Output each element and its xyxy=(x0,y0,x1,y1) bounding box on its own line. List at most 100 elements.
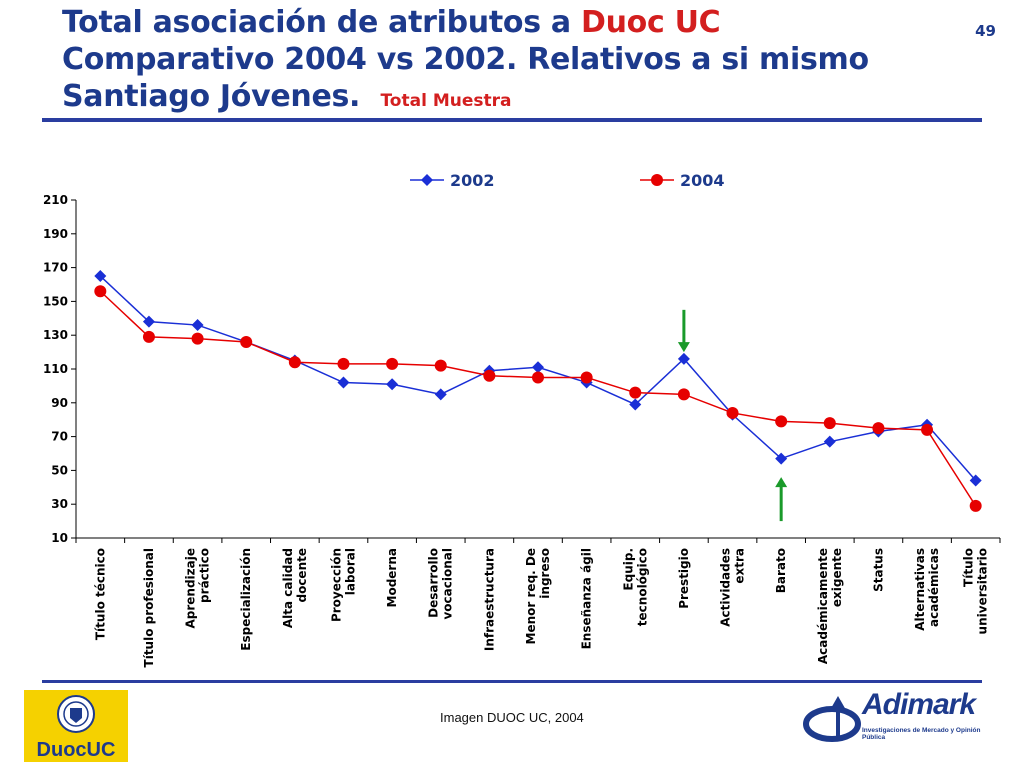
adimark-logo-text: Adimark xyxy=(862,688,976,721)
legend-label-2004: 2004 xyxy=(680,171,725,190)
x-tick-label-line: Infraestructura xyxy=(482,548,496,651)
legend-label-2002: 2002 xyxy=(450,171,495,190)
point-2004 xyxy=(288,356,301,369)
point-2002 xyxy=(337,376,350,389)
bottom-divider xyxy=(42,680,982,683)
x-tick-label-line: Académicamente xyxy=(816,548,830,664)
subtitle: Total Muestra xyxy=(380,91,512,111)
point-2004 xyxy=(337,357,350,370)
x-tick-label: Título profesional xyxy=(142,548,156,667)
adimark-tagline: Investigaciones de Mercado y Opinión Púb… xyxy=(862,727,981,741)
x-tick-label-line: laboral xyxy=(343,548,357,595)
point-2002 xyxy=(434,388,447,401)
y-tick-label: 110 xyxy=(43,362,68,376)
duoc-logo-text: DuocUC xyxy=(37,739,116,761)
point-2002 xyxy=(142,315,155,328)
line-chart: 10 30 50 70 90 110 130 150 170 190 210 Título técni… xyxy=(43,171,1001,667)
x-tick-label-line: tecnológico xyxy=(635,548,649,626)
x-tick-label-line: Moderna xyxy=(385,548,399,607)
x-tick-label-line: Desarrollo xyxy=(427,548,441,618)
point-2002 xyxy=(775,452,788,465)
x-tick-label-line: Aprendizaje xyxy=(184,548,198,629)
title-line-3-punct: . xyxy=(349,79,361,114)
point-2004 xyxy=(483,369,496,382)
title-line-3: Santiago Jóvenes. Total Muestra xyxy=(62,78,962,120)
point-2004 xyxy=(969,499,982,512)
x-tick-label-line: Alta calidad xyxy=(281,548,295,628)
y-tick-label: 10 xyxy=(51,531,68,545)
point-2002 xyxy=(677,352,690,365)
x-tick-label-line: vocacional xyxy=(441,548,455,620)
y-tick-label: 210 xyxy=(43,193,68,207)
point-2004 xyxy=(191,332,204,345)
point-2004 xyxy=(775,415,788,428)
x-tick-label: Prestigio xyxy=(677,548,691,609)
top-divider xyxy=(42,118,982,122)
y-tick-label: 70 xyxy=(51,430,68,444)
annotation-arrow-head xyxy=(677,342,690,353)
point-2002 xyxy=(386,378,399,391)
x-tick-label-line: universitario xyxy=(976,548,990,634)
x-tick-label-line: Barato xyxy=(774,548,788,593)
point-2004 xyxy=(142,330,155,343)
x-tick-label: Títulouniversitario xyxy=(962,548,990,634)
point-2004 xyxy=(434,359,447,372)
title-brand: Duoc UC xyxy=(581,5,721,40)
legend-marker-2004 xyxy=(651,174,663,186)
point-2004 xyxy=(386,357,399,370)
y-tick-label: 90 xyxy=(51,396,68,410)
title-line-1: Total asociación de atributos a Duoc UC xyxy=(62,4,962,41)
legend-marker-2002 xyxy=(421,174,433,186)
point-2004 xyxy=(94,285,107,298)
x-tick-label: Desarrollovocacional xyxy=(427,548,455,620)
title-prefix: Total asociación de atributos a xyxy=(62,5,582,40)
y-tick-label: 130 xyxy=(43,328,68,342)
adimark-logo xyxy=(803,696,861,742)
y-tick-label: 170 xyxy=(43,261,68,275)
annotation-arrow-head xyxy=(775,477,788,488)
x-tick-label-line: Especialización xyxy=(239,548,253,651)
point-2002 xyxy=(532,361,544,374)
x-tick-label-line: Enseñanza ágil xyxy=(580,548,594,649)
point-2004 xyxy=(532,371,544,384)
x-tick-label: Título técnico xyxy=(93,548,107,640)
x-tick-label: Status xyxy=(871,548,885,592)
title-line-3-text: Santiago Jóvenes xyxy=(62,79,350,114)
point-2004 xyxy=(677,388,690,401)
point-2004 xyxy=(240,335,253,348)
point-2002 xyxy=(969,474,982,487)
y-tick-label: 50 xyxy=(51,463,68,477)
series-line-2004 xyxy=(99,290,977,507)
x-tick-label: Alta calidaddocente xyxy=(281,548,309,628)
y-tick-label: 190 xyxy=(43,227,68,241)
x-tick-label-line: Equip. xyxy=(621,548,635,591)
x-tick-label-line: Proyección xyxy=(329,548,343,622)
x-tick-label: Enseñanza ágil xyxy=(580,548,594,649)
page-number: 49 xyxy=(975,22,996,40)
slide-title: Total asociación de atributos a Duoc UC … xyxy=(62,4,962,120)
point-2004 xyxy=(726,406,739,419)
y-tick-label: 150 xyxy=(43,294,68,308)
point-2002 xyxy=(191,319,204,332)
y-tick-label: 30 xyxy=(51,497,68,511)
x-tick-label-line: académicas xyxy=(927,548,941,627)
x-tick-label: Especialización xyxy=(239,548,253,651)
point-2004 xyxy=(921,423,934,436)
x-tick-label-line: ingreso xyxy=(538,548,552,599)
x-tick-label: Infraestructura xyxy=(482,548,496,651)
x-tick-label-line: Alternativas xyxy=(913,548,927,631)
x-tick-label-line: Menor req. De xyxy=(524,548,538,644)
x-tick-label: Proyecciónlaboral xyxy=(329,548,357,622)
point-2004 xyxy=(872,422,885,435)
x-tick-label-line: Título técnico xyxy=(93,548,107,640)
x-tick-label: Alternativasacadémicas xyxy=(913,548,941,631)
x-tick-label: Equip.tecnológico xyxy=(621,548,649,626)
duoc-uc-logo: DuocUC xyxy=(24,690,128,762)
x-tick-label: Menor req. Deingreso xyxy=(524,548,552,644)
x-tick-label-line: práctico xyxy=(198,548,212,603)
x-tick-label: Barato xyxy=(774,548,788,593)
point-2004 xyxy=(580,371,593,384)
x-tick-label-line: exigente xyxy=(830,548,844,607)
x-tick-label-line: Status xyxy=(871,548,885,592)
x-tick-label: Moderna xyxy=(385,548,399,607)
